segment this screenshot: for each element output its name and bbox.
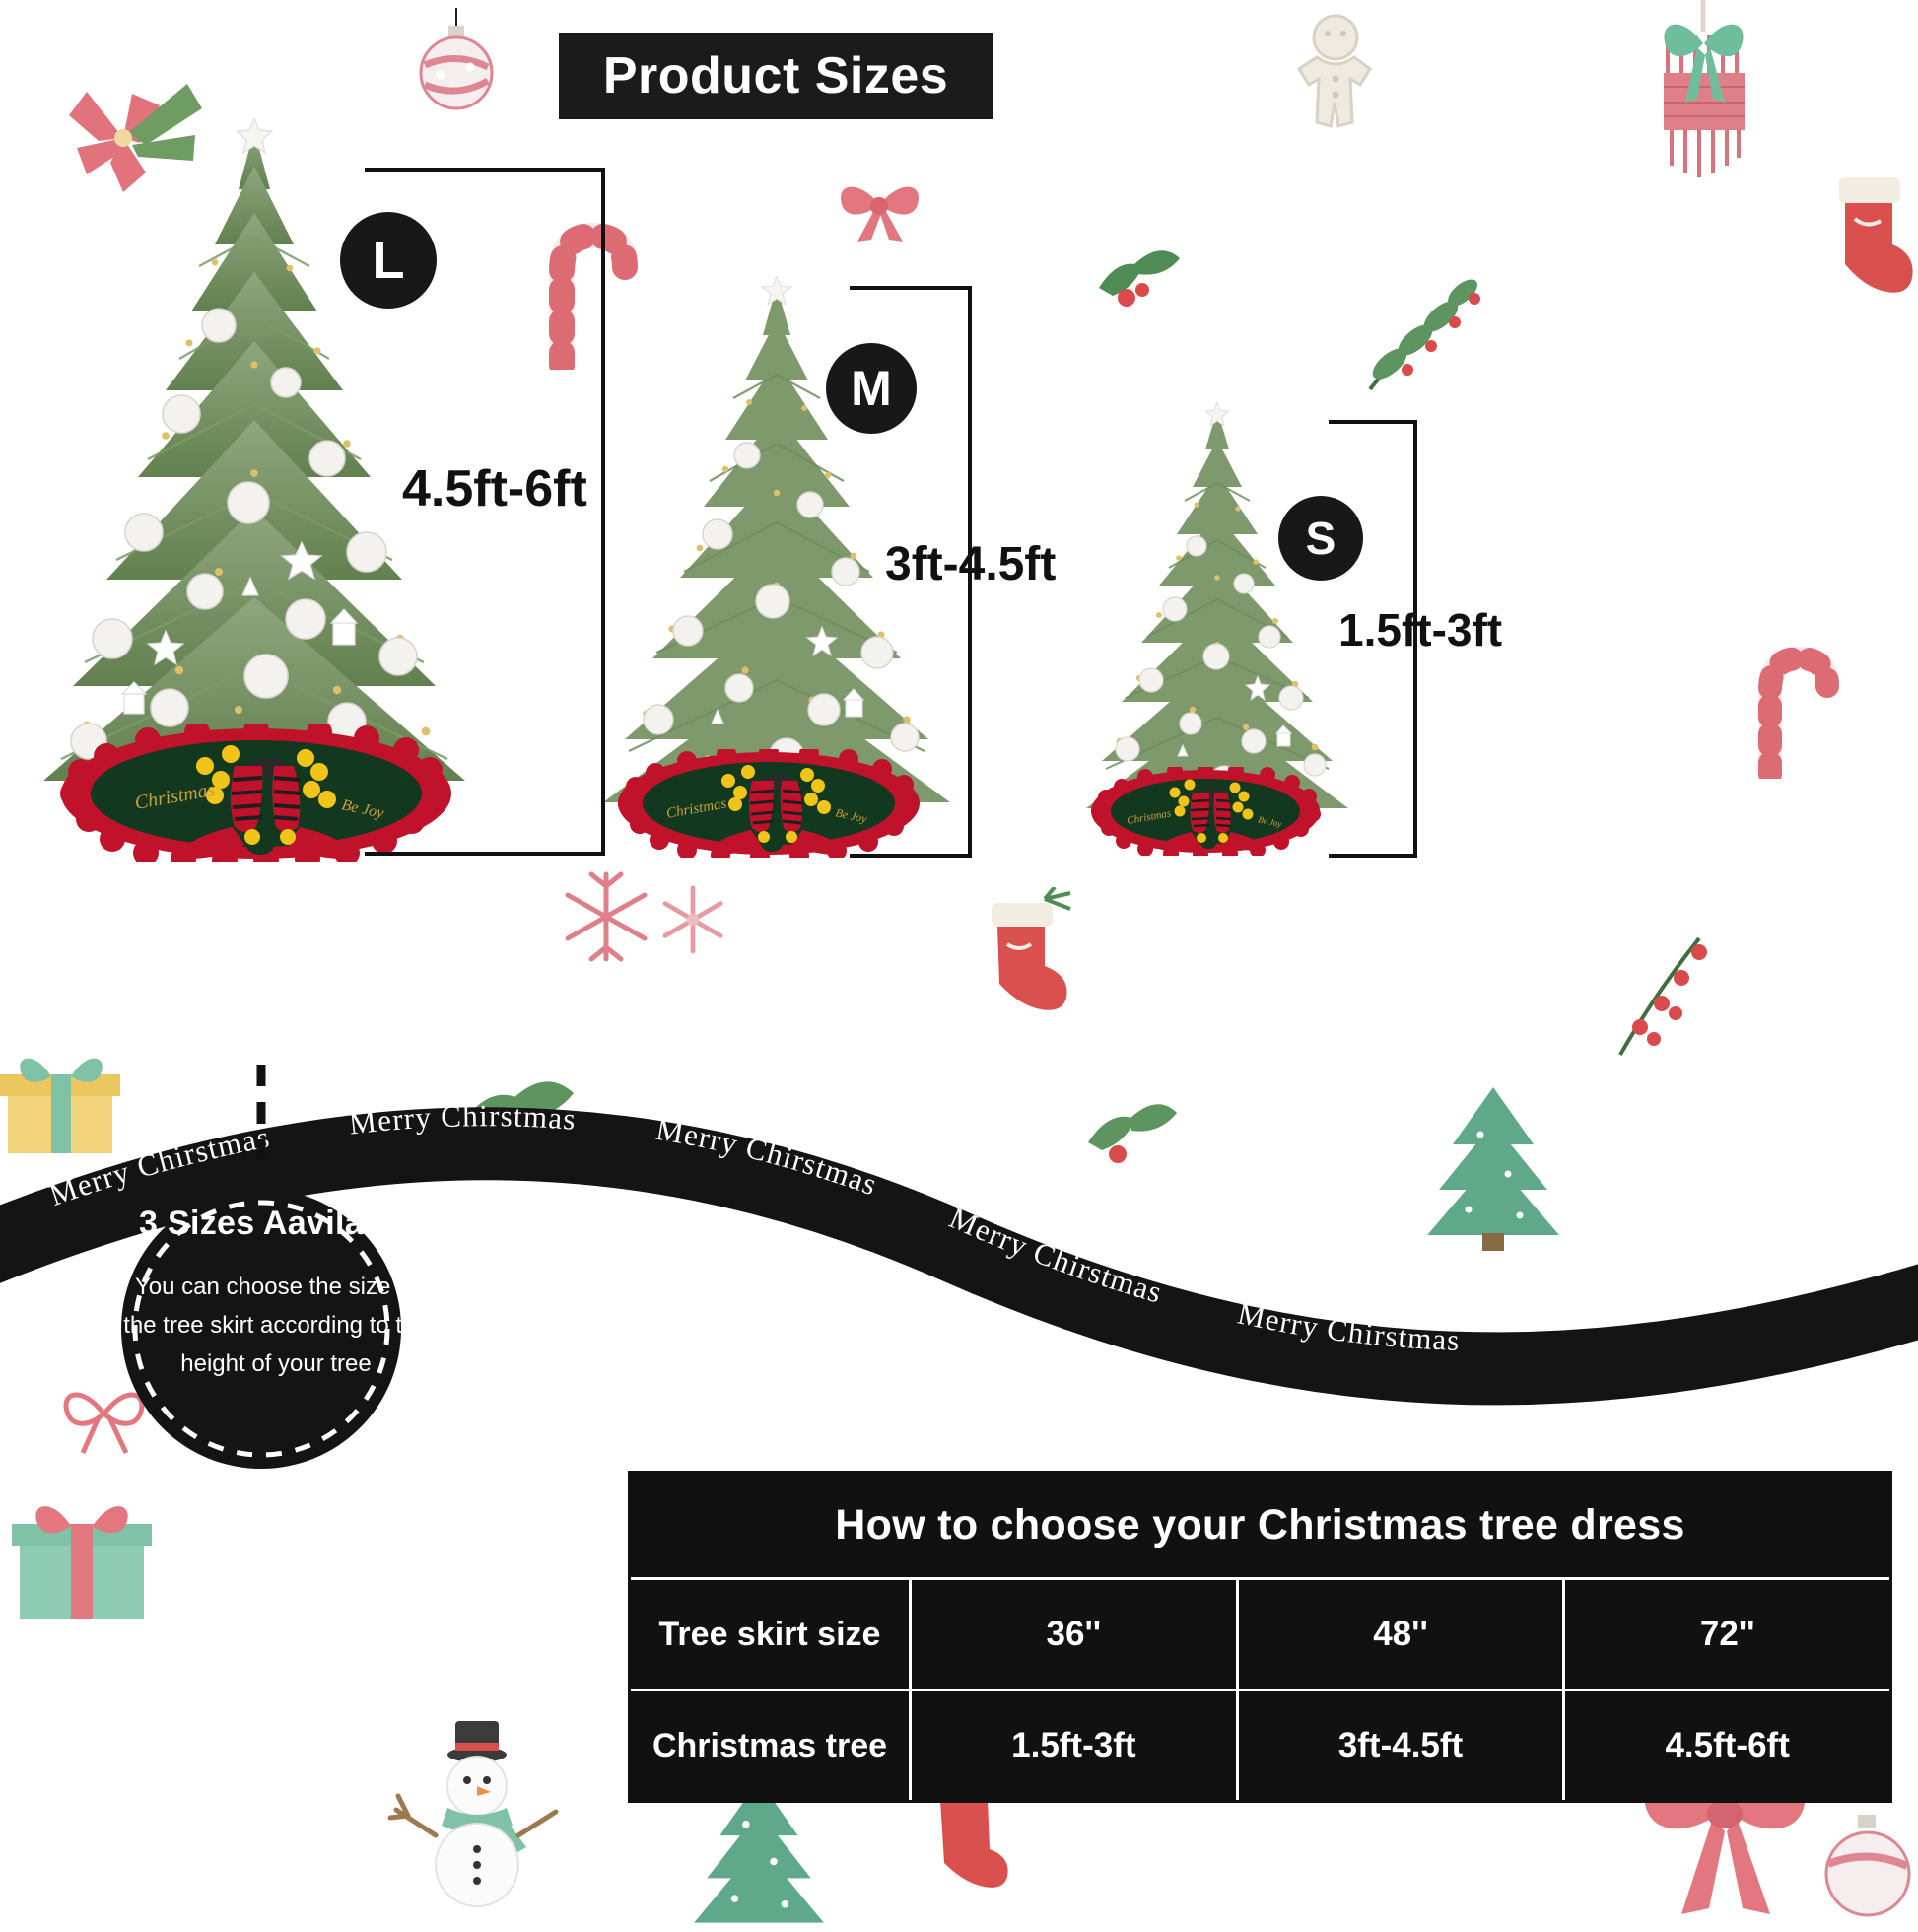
table-cell: 4.5ft-6ft bbox=[1665, 1726, 1790, 1764]
merry-christmas-ribbon: Merry Chirstmas Merry Chirstmas Merry Ch… bbox=[0, 1098, 1918, 1449]
table-cell: 48'' bbox=[1239, 1580, 1566, 1689]
snowman-icon bbox=[387, 1721, 559, 1907]
size-table: How to choose your Christmas tree dress … bbox=[628, 1471, 1892, 1803]
size-badge-large: L bbox=[340, 212, 437, 309]
measure-bracket-medium bbox=[850, 278, 972, 858]
measure-label-large: 4.5ft-6ft bbox=[402, 460, 587, 518]
page-title-banner: Product Sizes bbox=[559, 33, 993, 119]
gingerbread-man-icon bbox=[1296, 14, 1373, 128]
svg-text:Be Joy: Be Joy bbox=[1258, 814, 1283, 829]
holly-berry-icon bbox=[1099, 250, 1180, 307]
berry-sprig-icon bbox=[1618, 936, 1707, 1056]
christmas-tree-icon bbox=[694, 1779, 824, 1923]
measure-label-small: 1.5ft-3ft bbox=[1338, 604, 1503, 656]
candy-cane-icon bbox=[1758, 646, 1839, 779]
tree-skirt-large: Christmas Be Joy bbox=[59, 718, 453, 873]
hanging-ornament bbox=[108, 1065, 532, 1528]
gift-box-icon bbox=[12, 1506, 152, 1619]
snowflake-icon bbox=[662, 885, 723, 954]
measure-label-medium: 3ft-4.5ft bbox=[885, 538, 1057, 590]
table-cell: 1.5ft-3ft bbox=[912, 1691, 1239, 1800]
snowflake-icon bbox=[565, 871, 648, 962]
christmas-tree-icon bbox=[1427, 1087, 1559, 1251]
ornament-body: You can choose the size of the tree skir… bbox=[123, 1274, 429, 1377]
ornament-title: 3 Sizes Aavilable bbox=[139, 1205, 413, 1242]
table-cell: 72'' bbox=[1699, 1615, 1755, 1653]
pinata-ornament-icon bbox=[1664, 0, 1745, 177]
svg-text:Be Joy: Be Joy bbox=[834, 805, 868, 826]
bauble-ornament-icon bbox=[419, 8, 494, 110]
size-table-heading: How to choose your Christmas tree dress bbox=[835, 1501, 1685, 1549]
table-row: Christmas tree 1.5ft-3ft 3ft-4.5ft 4.5ft… bbox=[631, 1689, 1889, 1800]
table-row-label: Christmas tree bbox=[631, 1691, 912, 1800]
size-badge-large-label: L bbox=[372, 231, 405, 290]
holly-berry-icon bbox=[1088, 1104, 1177, 1163]
ornament-text-block: 3 Sizes Aavilable You can choose the siz… bbox=[123, 1205, 429, 1384]
red-bow-ribbon-icon bbox=[63, 1392, 145, 1455]
tree-skirt-medium: Christmas Be Joy bbox=[616, 742, 922, 866]
table-cell: 36'' bbox=[912, 1580, 1239, 1689]
size-badge-medium-label: M bbox=[851, 361, 892, 416]
page-title: Product Sizes bbox=[602, 47, 949, 104]
gift-box-icon bbox=[0, 1058, 120, 1153]
tree-skirt-small: Christmas Be Joy bbox=[1090, 761, 1322, 862]
candy-cane-icon bbox=[549, 222, 638, 370]
size-badge-small: S bbox=[1278, 496, 1363, 581]
table-row-label: Tree skirt size bbox=[631, 1580, 912, 1689]
stocking-icon bbox=[1839, 177, 1913, 293]
measure-bracket-small bbox=[1329, 414, 1417, 858]
mistletoe-sprig-icon bbox=[1368, 279, 1480, 391]
measure-bracket-large bbox=[365, 138, 605, 856]
size-badge-small-label: S bbox=[1305, 513, 1336, 564]
bauble-ornament-icon bbox=[1824, 1815, 1911, 1917]
red-bow-icon bbox=[840, 186, 920, 242]
size-badge-medium: M bbox=[826, 343, 917, 434]
poinsettia-flower-icon bbox=[69, 84, 202, 192]
stocking-icon bbox=[992, 887, 1071, 1010]
table-row: Tree skirt size 36'' 48'' 72'' bbox=[631, 1577, 1889, 1689]
table-cell: 3ft-4.5ft bbox=[1239, 1691, 1566, 1800]
